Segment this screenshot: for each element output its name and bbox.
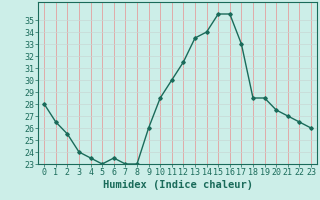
X-axis label: Humidex (Indice chaleur): Humidex (Indice chaleur) bbox=[103, 180, 252, 190]
